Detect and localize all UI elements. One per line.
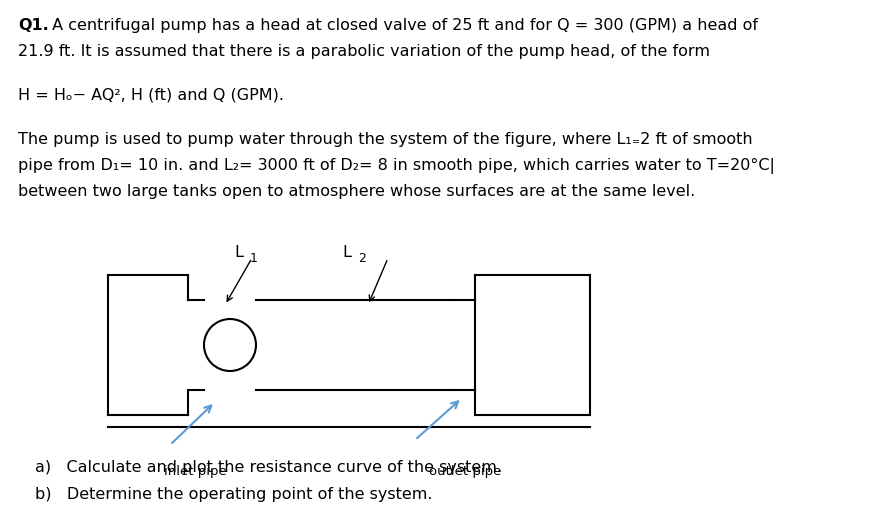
- Text: The pump is used to pump water through the system of the figure, where L₁₌2 ft o: The pump is used to pump water through t…: [18, 132, 753, 147]
- Text: L: L: [235, 245, 249, 260]
- Text: 21.9 ft. It is assumed that there is a parabolic variation of the pump head, of : 21.9 ft. It is assumed that there is a p…: [18, 44, 710, 59]
- Text: A centrifugal pump has a head at closed valve of 25 ft and for Q = 300 (GPM) a h: A centrifugal pump has a head at closed …: [47, 18, 758, 33]
- Text: H = Hₒ− AQ², H (ft) and Q (GPM).: H = Hₒ− AQ², H (ft) and Q (GPM).: [18, 88, 284, 103]
- Text: 2: 2: [358, 252, 366, 265]
- Text: L: L: [343, 245, 357, 260]
- Text: between two large tanks open to atmosphere whose surfaces are at the same level.: between two large tanks open to atmosphe…: [18, 184, 695, 199]
- Text: b)   Determine the operating point of the system.: b) Determine the operating point of the …: [35, 487, 433, 502]
- Text: outlet pipe: outlet pipe: [429, 465, 501, 478]
- Text: Q1.: Q1.: [18, 18, 49, 33]
- Text: a)   Calculate and plot the resistance curve of the system.: a) Calculate and plot the resistance cur…: [35, 460, 502, 475]
- Text: inlet pipe: inlet pipe: [163, 465, 227, 478]
- Text: 1: 1: [250, 252, 258, 265]
- Text: pipe from D₁= 10 in. and L₂= 3000 ft of D₂= 8 in smooth pipe, which carries wate: pipe from D₁= 10 in. and L₂= 3000 ft of …: [18, 158, 775, 174]
